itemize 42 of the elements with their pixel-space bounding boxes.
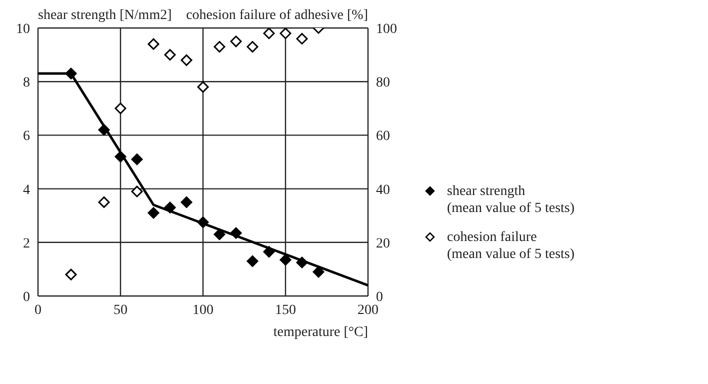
- y-tick-label: 6: [23, 129, 30, 144]
- point: [312, 266, 324, 278]
- y-tick-label: 8: [23, 76, 30, 91]
- y-tick-label: 10: [16, 22, 30, 37]
- point: [148, 207, 160, 219]
- point: [180, 54, 192, 66]
- point: [131, 154, 143, 166]
- legend-label: shear strength (mean value of 5 tests): [447, 183, 575, 217]
- y-tick-label: 4: [23, 182, 30, 198]
- y2-tick-label: 20: [376, 236, 390, 252]
- y2-axis-title: cohesion failure of adhesive [%]: [186, 8, 368, 24]
- point: [296, 32, 308, 44]
- point: [246, 41, 258, 53]
- point: [148, 38, 160, 50]
- x-tick-label: 0: [34, 302, 42, 318]
- y-tick-label: 0: [23, 290, 30, 305]
- point: [114, 102, 126, 114]
- x-axis-title: temperature [°C]: [273, 325, 368, 340]
- point: [263, 28, 275, 40]
- x-tick-label: 100: [192, 302, 214, 318]
- point: [164, 49, 176, 61]
- point: [280, 28, 292, 40]
- point: [214, 41, 226, 53]
- point: [65, 268, 77, 280]
- x-tick-label: 150: [275, 302, 296, 318]
- y2-tick-label: 100: [376, 22, 397, 37]
- legend-label: cohesion failure (mean value of 5 tests): [447, 229, 575, 263]
- x-tick-label: 200: [358, 302, 378, 318]
- y2-tick-label: 80: [376, 76, 390, 91]
- point: [197, 81, 209, 93]
- x-tick-label: 50: [114, 302, 128, 318]
- y-tick-label: 2: [23, 236, 30, 252]
- y2-tick-label: 40: [376, 182, 390, 198]
- y-axis-title: shear strength [N/mm2]: [38, 8, 172, 24]
- y2-tick-label: 60: [376, 129, 390, 144]
- y2-tick-label: 0: [376, 290, 383, 305]
- point: [246, 255, 258, 267]
- point: [131, 186, 143, 198]
- point: [230, 36, 242, 48]
- point: [98, 196, 110, 208]
- point: [280, 254, 292, 266]
- point: [180, 196, 192, 208]
